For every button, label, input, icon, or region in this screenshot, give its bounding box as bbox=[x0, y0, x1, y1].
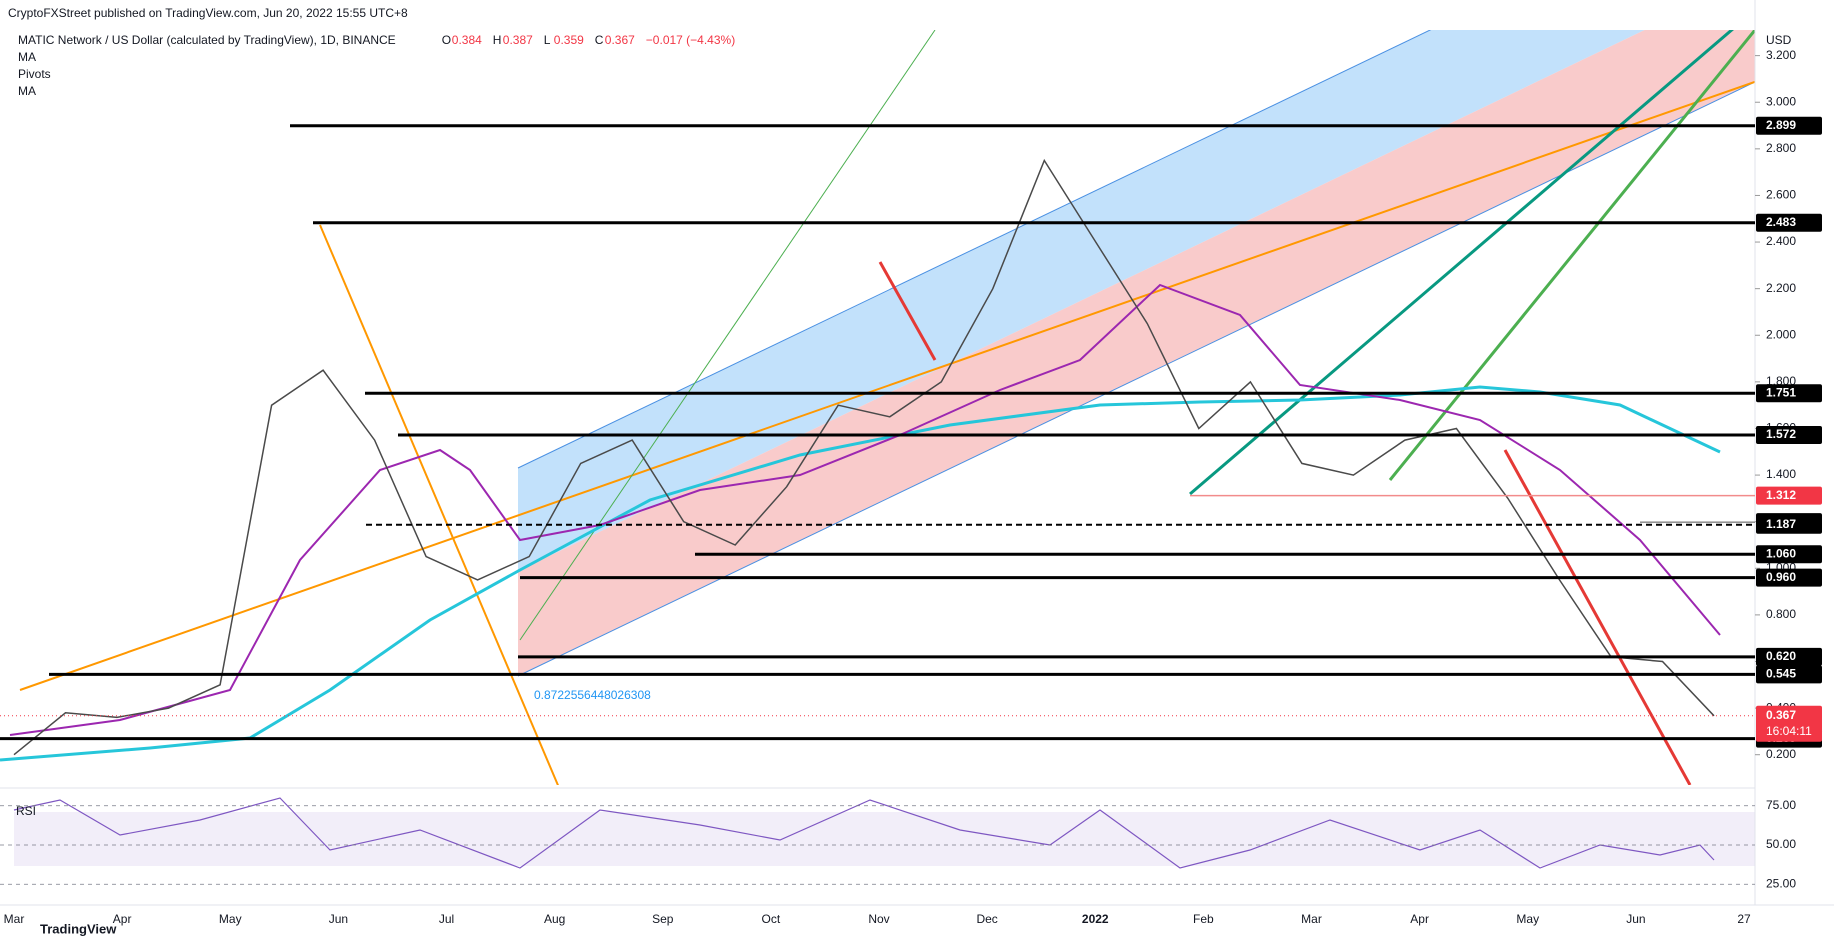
rsi-band bbox=[14, 812, 1755, 866]
level-label: 1.312 bbox=[1766, 488, 1796, 502]
y-tick-label: 2.200 bbox=[1766, 281, 1796, 295]
indicator: MA bbox=[18, 84, 36, 98]
x-tick-label: Feb bbox=[1193, 912, 1214, 926]
trend-line bbox=[1503, 449, 1692, 785]
level-box bbox=[1756, 384, 1822, 403]
x-tick-label: Dec bbox=[976, 912, 997, 926]
ohlc-key: H bbox=[493, 33, 502, 47]
trend-line bbox=[1189, 30, 1734, 496]
ohlc-key: C bbox=[595, 33, 604, 47]
channel-line bbox=[517, 30, 1432, 469]
rsi-tick-label: 25.00 bbox=[1766, 876, 1796, 890]
x-tick-label: Nov bbox=[868, 912, 889, 926]
level-label: 0.960 bbox=[1766, 570, 1796, 584]
level-box bbox=[1756, 568, 1822, 587]
moving-average bbox=[9, 283, 1721, 736]
trend-line bbox=[1388, 30, 1755, 481]
ohlc-key: O bbox=[442, 33, 451, 47]
ohlc-value: 0.359 bbox=[554, 33, 584, 47]
countdown: 16:04:11 bbox=[1766, 724, 1812, 738]
x-tick-label: Aug bbox=[544, 912, 565, 926]
last-price-label: 0.367 bbox=[1766, 708, 1796, 722]
level-label: 1.572 bbox=[1766, 427, 1796, 441]
level-box bbox=[1756, 647, 1822, 666]
annotation: 0.8722556448026308 bbox=[534, 688, 651, 702]
x-tick-label: Mar bbox=[4, 912, 25, 926]
y-tick-label: 2.600 bbox=[1766, 188, 1796, 202]
level-label: 1.187 bbox=[1766, 517, 1796, 531]
y-tick-label: 2.800 bbox=[1766, 141, 1796, 155]
y-tick-label: 3.200 bbox=[1766, 48, 1796, 62]
level-label: 0.620 bbox=[1766, 649, 1796, 663]
level-label: 2.483 bbox=[1766, 215, 1796, 229]
level-box bbox=[1756, 486, 1822, 505]
currency: USD bbox=[1766, 33, 1792, 47]
change: −0.017 (−4.43%) bbox=[646, 33, 735, 47]
level-label: 1.751 bbox=[1766, 385, 1796, 399]
ohlc-value: 0.367 bbox=[605, 33, 635, 47]
level-label: 2.899 bbox=[1766, 118, 1796, 132]
y-tick-label: 2.000 bbox=[1766, 327, 1796, 341]
x-tick-label: May bbox=[1516, 912, 1539, 926]
symbol-title: MATIC Network / US Dollar (calculated by… bbox=[18, 33, 396, 47]
last-price-box bbox=[1756, 705, 1822, 742]
y-tick-label: 1.400 bbox=[1766, 467, 1796, 481]
level-box bbox=[1756, 665, 1822, 684]
level-box bbox=[1756, 213, 1822, 232]
level-box bbox=[1756, 515, 1822, 534]
trend-line bbox=[519, 30, 936, 641]
trend-line bbox=[19, 80, 1755, 691]
ohlc-value: 0.387 bbox=[503, 33, 533, 47]
trend-line bbox=[878, 261, 937, 361]
x-tick-label: Jul bbox=[439, 912, 454, 926]
channel-lower bbox=[518, 30, 1755, 676]
moving-average bbox=[0, 385, 1721, 762]
level-box bbox=[1756, 425, 1822, 444]
x-tick-label: May bbox=[219, 912, 242, 926]
x-tick-label: Mar bbox=[1301, 912, 1322, 926]
drawings bbox=[0, 30, 1755, 785]
x-tick-label: 2022 bbox=[1082, 912, 1109, 926]
x-tick-label: Jun bbox=[1626, 912, 1645, 926]
indicator: Pivots bbox=[18, 67, 51, 81]
x-tick-label: 27 bbox=[1737, 912, 1751, 926]
indicator: MA bbox=[18, 50, 36, 64]
y-tick-label: 3.000 bbox=[1766, 94, 1796, 108]
y-tick-label: 0.800 bbox=[1766, 607, 1796, 621]
x-tick-label: Apr bbox=[1410, 912, 1429, 926]
x-tick-label: Apr bbox=[113, 912, 132, 926]
ohlc-key: L bbox=[544, 33, 551, 47]
trend-line bbox=[319, 224, 559, 785]
y-tick-label: 0.200 bbox=[1766, 747, 1796, 761]
rsi-tick-label: 50.00 bbox=[1766, 837, 1796, 851]
level-label: 1.060 bbox=[1766, 546, 1796, 560]
rsi-title: RSI bbox=[16, 804, 36, 818]
rsi-line bbox=[13, 797, 1715, 869]
level-box bbox=[1756, 545, 1822, 564]
y-tick-label: 2.400 bbox=[1766, 234, 1796, 248]
x-tick-label: Oct bbox=[762, 912, 781, 926]
level-label: 0.545 bbox=[1766, 666, 1796, 680]
x-tick-label: Jun bbox=[329, 912, 348, 926]
ohlc-value: 0.384 bbox=[452, 33, 482, 47]
level-box bbox=[1756, 116, 1822, 135]
brand: TradingView bbox=[40, 921, 117, 936]
publisher: CryptoFXStreet published on TradingView.… bbox=[8, 6, 408, 20]
rsi-tick-label: 75.00 bbox=[1766, 798, 1796, 812]
x-tick-label: Sep bbox=[652, 912, 674, 926]
